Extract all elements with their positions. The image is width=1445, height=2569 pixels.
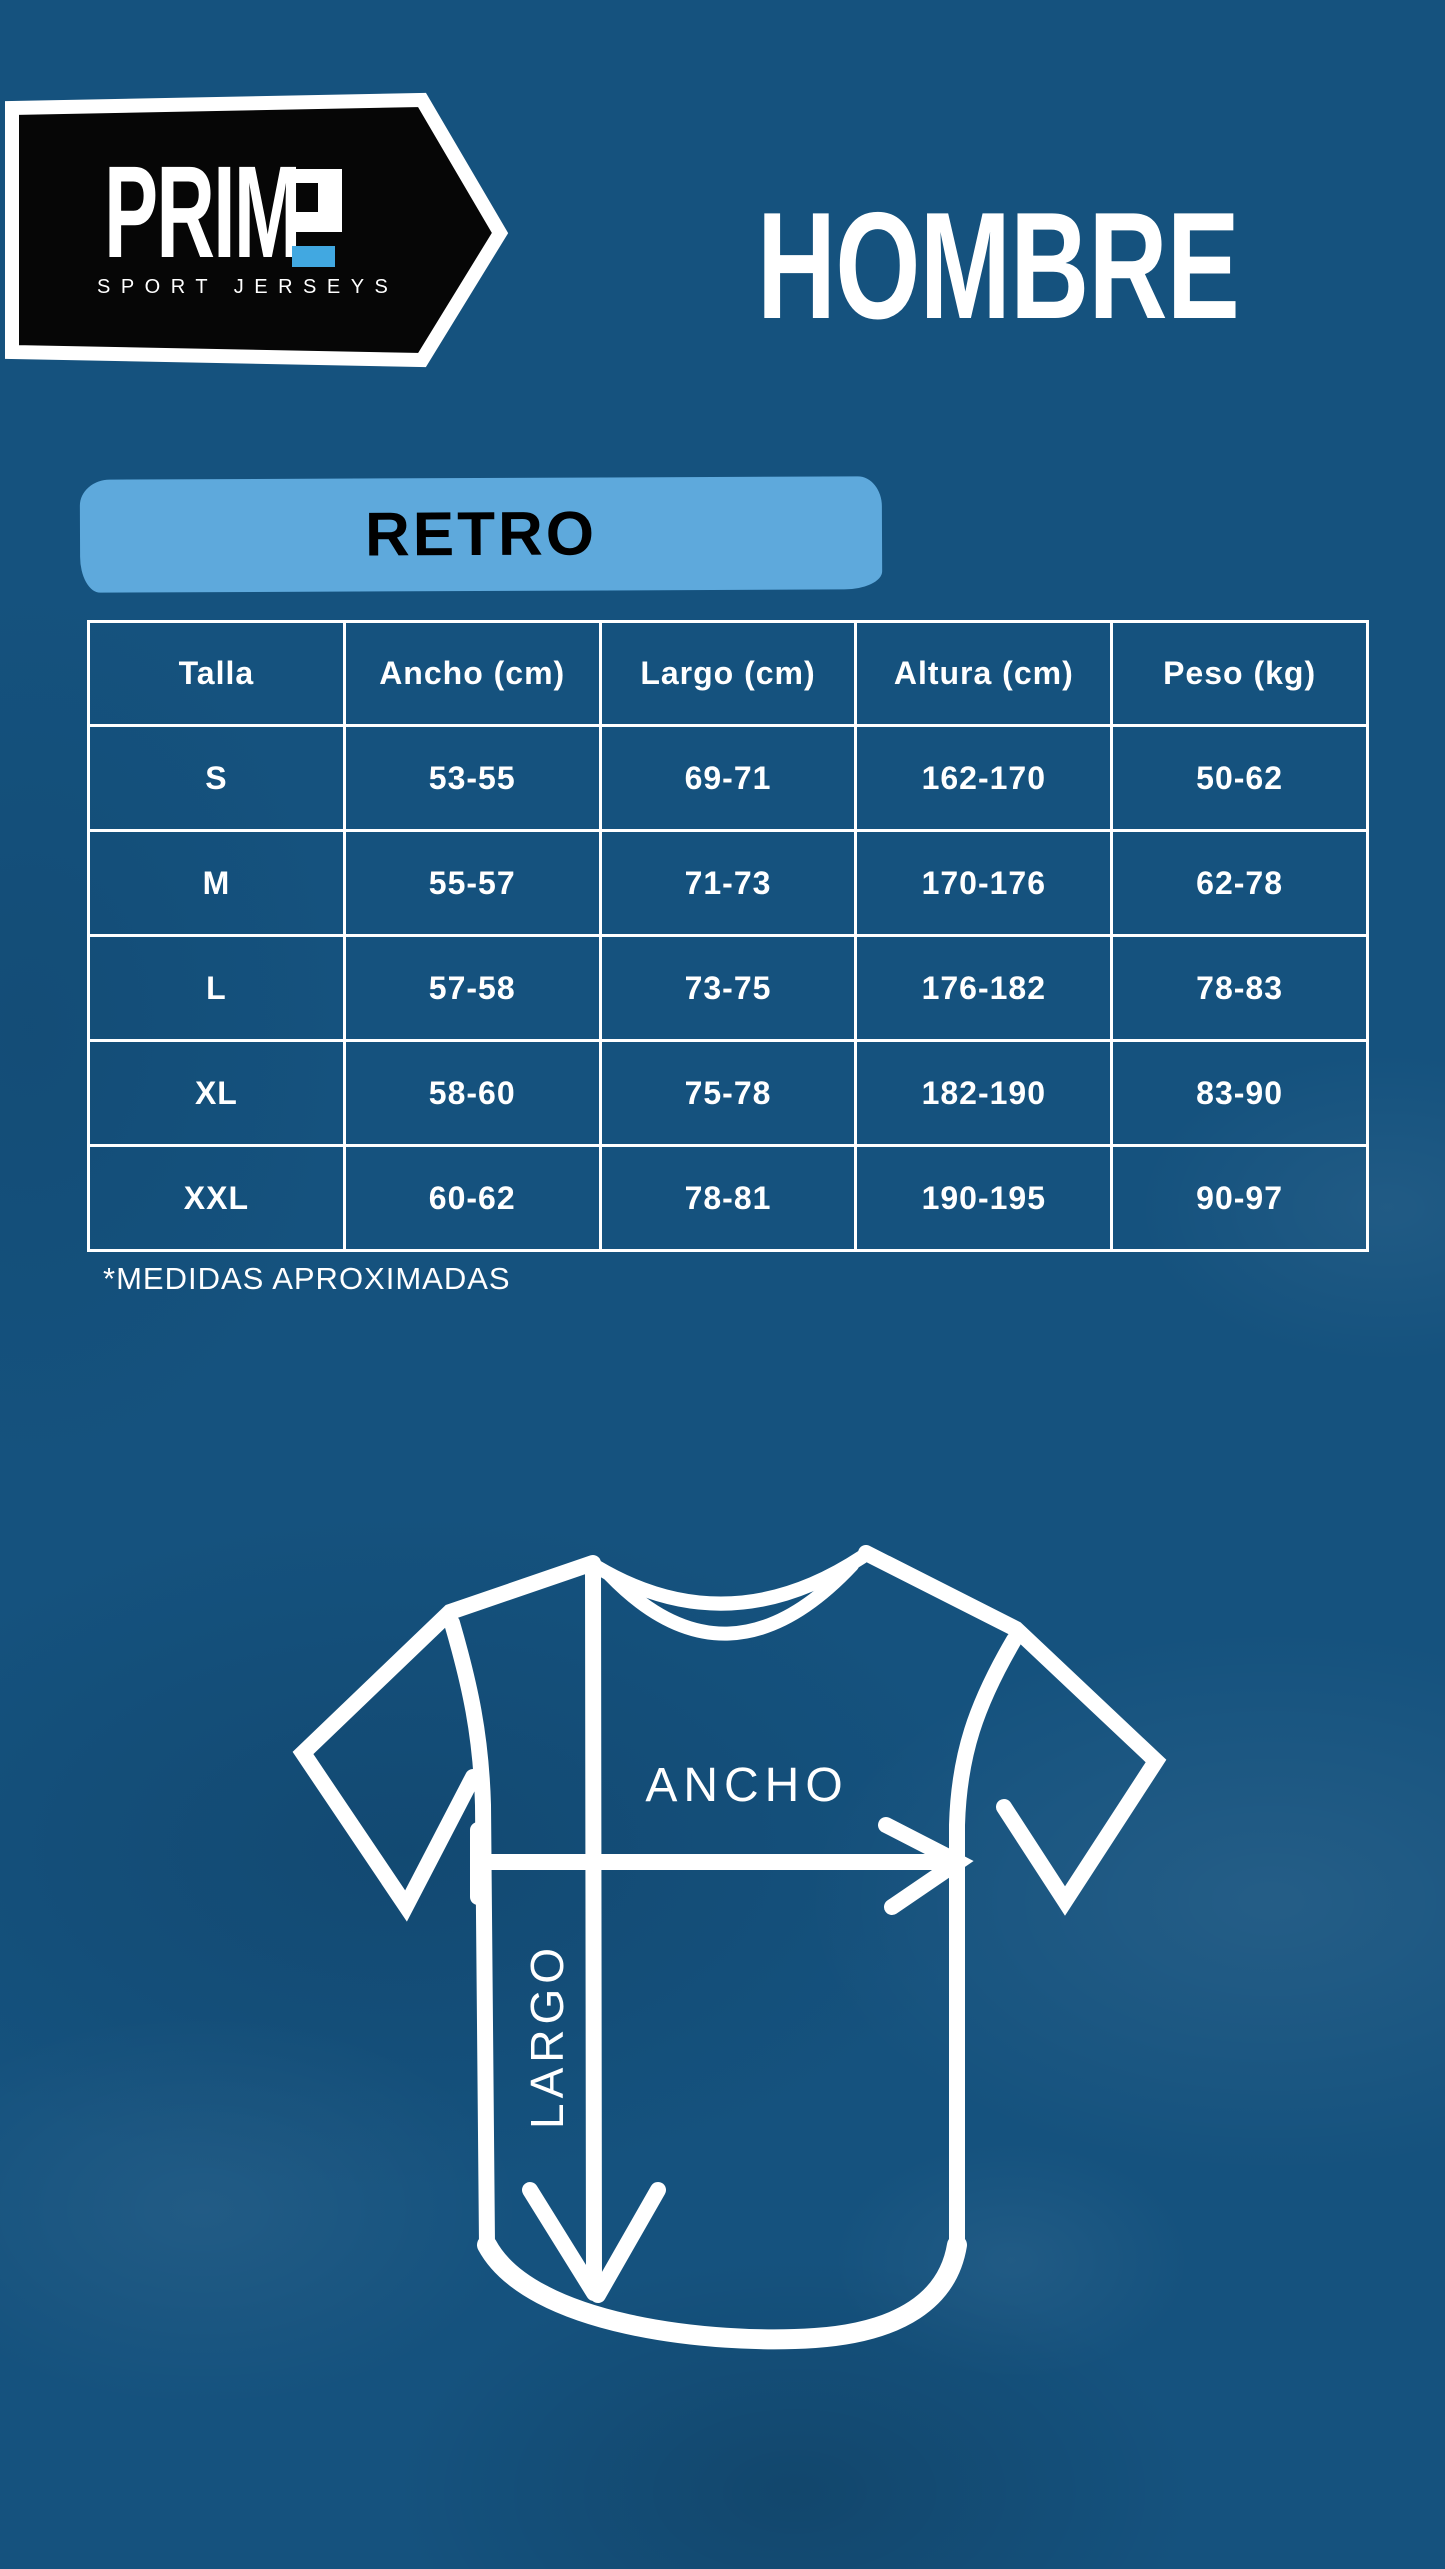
- largo-cell: 75-78: [598, 1039, 858, 1147]
- measurements-footnote: *MEDIDAS APROXIMADAS: [103, 1261, 511, 1296]
- talla-cell: M: [87, 829, 346, 937]
- peso-cell: 62-78: [1110, 829, 1369, 937]
- largo-cell: 78-81: [598, 1144, 858, 1252]
- largo-cell: 69-71: [598, 724, 858, 832]
- page-title: HOMBRE: [757, 181, 1240, 351]
- talla-cell: XL: [87, 1039, 346, 1147]
- largo-label: LARGO: [521, 1943, 573, 2129]
- logo-brand-text: PRIM: [104, 138, 301, 285]
- ancho-arrow-icon: [470, 1817, 974, 1915]
- largo-cell: 73-75: [598, 934, 858, 1042]
- largo-arrow-icon: [522, 1559, 666, 2303]
- logo: PRIM SPORT JERSEYS: [0, 0, 520, 380]
- ancho-cell: 58-60: [342, 1039, 602, 1147]
- ancho-cell: 55-57: [342, 829, 602, 937]
- ancho-cell: 57-58: [342, 934, 602, 1042]
- talla-cell: S: [87, 724, 346, 832]
- logo-pennant-shape: [5, 92, 509, 368]
- column-header-altura: Altura (cm): [854, 620, 1114, 727]
- column-header-largo: Largo (cm): [598, 620, 858, 727]
- largo-cell: 71-73: [598, 829, 858, 937]
- tshirt-measurement-diagram: ANCHO LARGO: [292, 1545, 1167, 2350]
- size-row-m: M 55-57 71-73 170-176 62-78: [87, 829, 1369, 937]
- size-row-l: L 57-58 73-75 176-182 78-83: [87, 934, 1369, 1042]
- tshirt-outline-icon: [292, 1545, 1167, 2350]
- talla-cell: L: [87, 934, 346, 1042]
- size-row-xxl: XXL 60-62 78-81 190-195 90-97: [87, 1144, 1369, 1252]
- ancho-cell: 60-62: [342, 1144, 602, 1252]
- peso-cell: 90-97: [1110, 1144, 1369, 1252]
- category-badge-label: RETRO: [364, 499, 598, 570]
- altura-cell: 176-182: [854, 934, 1114, 1042]
- talla-cell: XXL: [87, 1144, 346, 1252]
- size-table-header-row: Talla Ancho (cm) Largo (cm) Altura (cm) …: [87, 620, 1369, 727]
- column-header-ancho: Ancho (cm): [342, 620, 602, 727]
- ancho-cell: 53-55: [342, 724, 602, 832]
- prime-underline-accent: [292, 246, 335, 267]
- logo-tagline: SPORT JERSEYS: [97, 276, 399, 298]
- altura-cell: 162-170: [854, 724, 1114, 832]
- column-header-peso: Peso (kg): [1110, 620, 1369, 727]
- size-table: Talla Ancho (cm) Largo (cm) Altura (cm) …: [87, 620, 1369, 1252]
- altura-cell: 170-176: [854, 829, 1114, 937]
- size-row-s: S 53-55 69-71 162-170 50-62: [87, 724, 1369, 832]
- altura-cell: 190-195: [854, 1144, 1114, 1252]
- category-badge: RETRO: [79, 476, 883, 593]
- ancho-label: ANCHO: [645, 1759, 848, 1812]
- size-row-xl: XL 58-60 75-78 182-190 83-90: [87, 1039, 1369, 1147]
- column-header-talla: Talla: [87, 620, 346, 727]
- prime-e-glyph-icon: [292, 169, 342, 232]
- peso-cell: 50-62: [1110, 724, 1369, 832]
- peso-cell: 78-83: [1110, 934, 1369, 1042]
- altura-cell: 182-190: [854, 1039, 1114, 1147]
- peso-cell: 83-90: [1110, 1039, 1369, 1147]
